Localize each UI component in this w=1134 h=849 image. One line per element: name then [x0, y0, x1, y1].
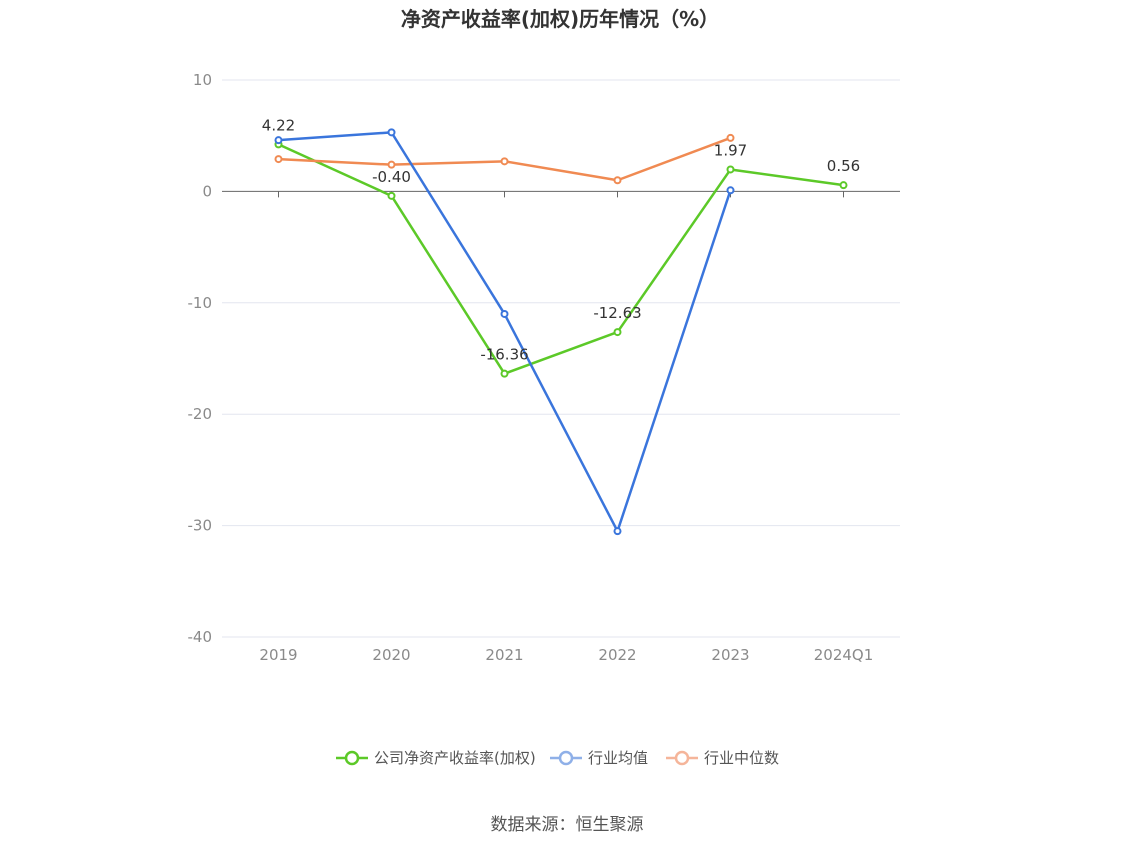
x-tick-label: 2020 — [372, 646, 410, 664]
y-tick-label: -40 — [188, 628, 213, 646]
data-label: -0.40 — [372, 168, 411, 186]
y-tick-label: -30 — [188, 517, 213, 535]
y-tick-label: -10 — [188, 294, 213, 312]
x-axis-ticks: 2019 2020 2021 2022 2023 2024Q1 — [259, 191, 873, 664]
series-line — [277, 143, 844, 375]
data-labels: 4.22 -0.40 -16.36 -12.63 1.97 0.56 — [262, 116, 860, 363]
series-1 — [274, 128, 735, 536]
x-tick-label: 2024Q1 — [814, 646, 874, 664]
legend-item[interactable]: 行业中位数 — [666, 749, 779, 767]
series-2 — [274, 133, 735, 185]
x-tick-label: 2019 — [259, 646, 297, 664]
data-point[interactable] — [613, 176, 622, 185]
legend-marker — [344, 750, 360, 766]
legend-label: 行业中位数 — [704, 749, 779, 767]
grid-lines — [222, 79, 900, 638]
data-point[interactable] — [387, 128, 396, 137]
x-tick-label: 2022 — [598, 646, 636, 664]
series-group — [274, 128, 848, 536]
data-label: -12.63 — [593, 304, 641, 322]
data-point[interactable] — [500, 157, 509, 166]
data-point[interactable] — [274, 155, 283, 164]
x-tick-label: 2023 — [711, 646, 749, 664]
data-point[interactable] — [726, 133, 735, 142]
data-point[interactable] — [613, 328, 622, 337]
data-point[interactable] — [274, 136, 283, 145]
y-tick-label: 0 — [202, 182, 212, 200]
data-point[interactable] — [839, 181, 848, 190]
legend-marker — [674, 750, 690, 766]
legend-label: 行业均值 — [588, 749, 648, 767]
y-axis-ticks: 10 0 -10 -20 -30 -40 — [188, 71, 213, 646]
data-point[interactable] — [500, 309, 509, 318]
data-point[interactable] — [726, 165, 735, 174]
data-source: 数据来源：恒生聚源 — [491, 815, 644, 835]
data-point[interactable] — [613, 527, 622, 536]
x-tick-label: 2021 — [485, 646, 523, 664]
legend-marker — [558, 750, 574, 766]
legend-label: 公司净资产收益率(加权) — [374, 749, 536, 767]
chart-title: 净资产收益率(加权)历年情况（%） — [401, 7, 719, 31]
data-point[interactable] — [387, 160, 396, 169]
legend[interactable]: 公司净资产收益率(加权) 行业均值 行业中位数 — [336, 749, 779, 767]
data-label: 1.97 — [714, 141, 747, 159]
data-point[interactable] — [726, 186, 735, 195]
legend-item[interactable]: 行业均值 — [550, 749, 648, 767]
y-tick-label: 10 — [193, 71, 212, 89]
data-label: 0.56 — [827, 157, 860, 175]
data-label: 4.22 — [262, 116, 295, 134]
data-label: -16.36 — [480, 346, 528, 364]
data-point[interactable] — [500, 369, 509, 378]
data-point[interactable] — [387, 191, 396, 200]
series-0 — [274, 140, 848, 378]
y-tick-label: -20 — [188, 405, 213, 423]
legend-item[interactable]: 公司净资产收益率(加权) — [336, 749, 536, 767]
